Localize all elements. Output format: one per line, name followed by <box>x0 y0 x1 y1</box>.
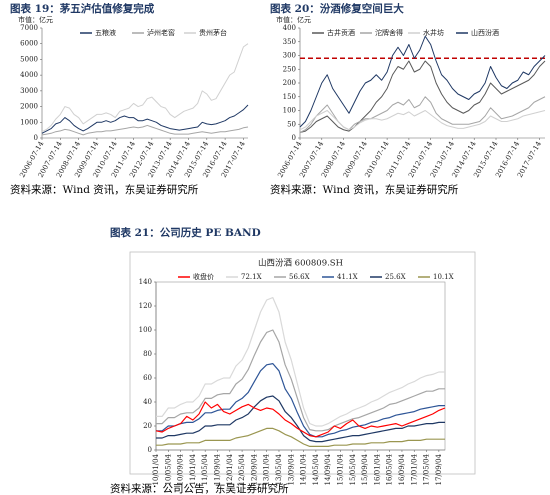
legend-label: 10.1X <box>433 273 454 281</box>
series-line <box>299 110 546 131</box>
legend-label: 贵州茅台 <box>199 28 227 37</box>
x-tick-label: 14/09/04 <box>324 453 332 485</box>
y-tick-label: 2000 <box>20 103 38 111</box>
series-line <box>41 124 249 136</box>
y-tick-label: 100 <box>283 107 296 115</box>
y-tick-label: 3000 <box>20 87 38 95</box>
x-tick-label: 16/09/04 <box>398 453 406 485</box>
legend-label: 56.6X <box>289 273 310 281</box>
series-line <box>41 43 249 133</box>
legend-label: 泸州老窖 <box>147 28 175 37</box>
legend-label: 41.1X <box>337 273 358 281</box>
series-line <box>299 60 546 133</box>
series-line <box>156 427 445 447</box>
x-tick-label: 17/01/04 <box>410 453 418 485</box>
x-tick-label: 14/05/04 <box>312 453 320 485</box>
legend-label: 五粮液 <box>95 28 116 37</box>
x-tick-label: 16/01/04 <box>373 453 381 485</box>
y-axis-label: 市值：亿元 <box>18 15 53 24</box>
source-note: 资料来源：Wind 资讯，东吴证券研究所 <box>270 183 459 196</box>
x-tick-label: 10/01/04 <box>152 453 160 485</box>
source-note: 资料来源：Wind 资讯，东吴证券研究所 <box>10 183 199 196</box>
chart-frame <box>129 251 476 475</box>
x-tick-label: 11/05/04 <box>201 453 209 485</box>
y-tick-label: 150 <box>283 93 296 101</box>
x-tick-label: 10/05/04 <box>164 453 172 485</box>
x-tick-label: 16/05/04 <box>386 453 394 485</box>
x-tick-label: 11/09/04 <box>213 453 221 485</box>
chart-subtitle: 山西汾酒 600809.SH <box>258 258 343 269</box>
series-line <box>155 401 446 438</box>
y-tick-label: 7000 <box>20 24 38 32</box>
x-tick-label: 10/09/04 <box>177 453 185 485</box>
x-tick-label: 12/09/04 <box>250 453 258 485</box>
series-line <box>156 329 445 432</box>
source-note: 资料来源：公司公告，东吴证券研究所 <box>110 482 289 495</box>
x-tick-label: 12/05/04 <box>238 453 246 485</box>
legend-label: 收盘价 <box>193 272 214 281</box>
chart-title: 图表 19：茅五泸估值修复完成 <box>10 2 155 15</box>
y-tick-label: 0 <box>292 134 296 142</box>
y-tick-label: 20 <box>143 422 152 430</box>
x-tick-label: 13/09/04 <box>287 453 295 485</box>
legend-label: 25.6X <box>385 273 406 281</box>
x-tick-label: 13/01/04 <box>263 453 271 485</box>
y-tick-label: 120 <box>139 302 152 310</box>
x-tick-label: 13/05/04 <box>275 453 283 485</box>
y-tick-label: 60 <box>143 374 152 382</box>
chart-title: 图表 20：汾酒修复空间巨大 <box>270 2 404 15</box>
x-tick-label: 12/01/04 <box>226 453 234 485</box>
y-tick-label: 250 <box>283 65 296 73</box>
y-tick-label: 400 <box>283 24 296 32</box>
series-line <box>299 96 546 133</box>
x-tick-label: 15/01/04 <box>336 453 344 485</box>
y-tick-label: 0 <box>34 134 38 142</box>
series-line <box>156 297 445 427</box>
x-tick-label: 15/05/04 <box>349 453 357 485</box>
series-line <box>41 104 249 134</box>
series-line <box>299 35 546 128</box>
y-tick-label: 4000 <box>20 71 38 79</box>
plot-frame <box>155 281 446 451</box>
x-tick-label: 17/09/04 <box>435 453 443 485</box>
chart-title: 图表 21：公司历史 PE BAND <box>110 226 261 239</box>
legend-label: 沱牌舍得 <box>375 28 403 37</box>
series-line <box>156 363 445 438</box>
legend-label: 72.1X <box>241 273 262 281</box>
y-tick-label: 100 <box>139 326 152 334</box>
x-tick-label: 14/01/04 <box>300 453 308 485</box>
y-tick-label: 6000 <box>20 40 38 48</box>
y-axis-label: 市值：亿元 <box>276 15 311 24</box>
y-tick-label: 350 <box>283 38 296 46</box>
y-tick-label: 40 <box>143 398 152 406</box>
y-tick-label: 80 <box>143 350 152 358</box>
legend-label: 水井坊 <box>423 28 444 37</box>
y-tick-label: 50 <box>287 120 296 128</box>
y-tick-label: 1000 <box>20 118 38 126</box>
legend-label: 古井贡酒 <box>327 28 355 37</box>
y-tick-label: 300 <box>283 52 296 60</box>
legend-label: 山西汾酒 <box>471 28 499 37</box>
y-tick-label: 200 <box>283 79 296 87</box>
x-tick-label: 17/05/04 <box>423 453 431 485</box>
y-tick-label: 140 <box>139 278 152 286</box>
y-tick-label: 0 <box>148 446 152 454</box>
x-tick-label: 15/09/04 <box>361 453 369 485</box>
y-tick-label: 5000 <box>20 55 38 63</box>
x-tick-label: 11/01/04 <box>189 453 197 485</box>
